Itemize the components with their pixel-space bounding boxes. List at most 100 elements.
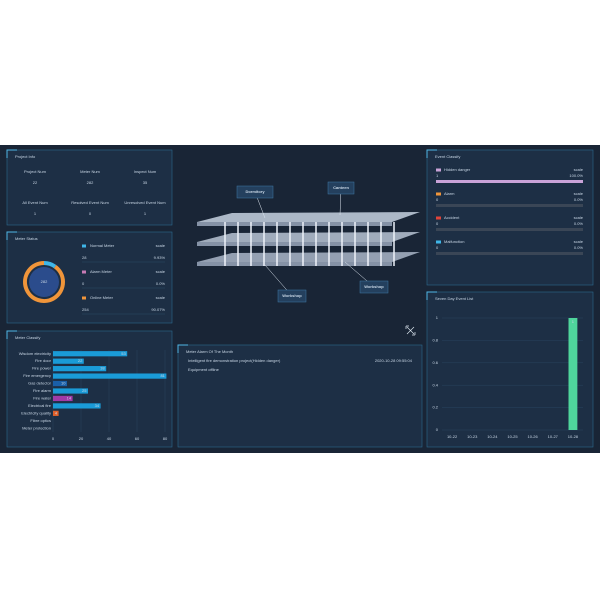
callout-label: Dormitory xyxy=(245,189,265,194)
panel-corner xyxy=(6,149,17,158)
y-tick-label: Fire door xyxy=(35,358,52,363)
x-tick-label: 10-22 xyxy=(447,434,458,439)
callout-label: Canteen xyxy=(333,185,349,190)
floor-slab xyxy=(197,232,420,242)
event-count: 1 xyxy=(436,173,439,178)
event-icon xyxy=(436,240,441,244)
x-tick-label: 10-24 xyxy=(487,434,498,439)
info-label: All Event Num xyxy=(22,200,48,205)
y-tick-label: 0.8 xyxy=(432,337,438,342)
x-tick-label: 10-26 xyxy=(528,434,539,439)
event-scale: scale xyxy=(574,215,584,220)
alarm-project: Intelligent fire demonstration project(H… xyxy=(188,358,281,363)
legend-percent: 0.0% xyxy=(156,281,166,286)
panel-corner xyxy=(6,231,17,240)
event-name: Malfunction xyxy=(444,239,464,244)
event-percent: 100.0% xyxy=(569,173,583,178)
bar xyxy=(53,380,67,387)
floor-edge xyxy=(197,222,392,226)
floor-edge xyxy=(197,242,392,246)
panel-title: Seven Day Event List xyxy=(435,296,474,301)
event-track xyxy=(436,204,583,207)
callout-label: Workshop xyxy=(364,284,384,289)
data-label: 34 xyxy=(95,403,100,408)
x-tick-label: 10-25 xyxy=(507,434,518,439)
x-tick-label: 20 xyxy=(79,436,84,441)
legend-percent: 9.93% xyxy=(154,255,166,260)
donut-arc xyxy=(23,261,65,303)
data-label: 25 xyxy=(82,388,87,393)
bar xyxy=(568,318,578,430)
event-name: Hidden danger xyxy=(444,167,471,172)
x-tick-label: 10-23 xyxy=(467,434,478,439)
bar xyxy=(53,366,107,372)
callout-box xyxy=(277,289,307,303)
info-value: 22 xyxy=(33,180,38,185)
event-icon xyxy=(436,192,441,196)
info-label: Project Num xyxy=(24,169,47,174)
y-tick-label: Fire emergency xyxy=(23,373,51,378)
panel-title: Meter Classify xyxy=(15,335,40,340)
event-bar xyxy=(436,180,583,183)
panel-corner xyxy=(426,291,437,300)
legend-name: Alarm Meter xyxy=(90,269,112,274)
panel xyxy=(6,149,173,226)
panel xyxy=(6,330,173,448)
data-label: 22 xyxy=(78,358,83,363)
event-scale: scale xyxy=(574,167,584,172)
legend-count: 28 xyxy=(82,255,87,260)
legend-name: Online Meter xyxy=(90,295,114,300)
y-tick-label: Fibre optics xyxy=(30,418,51,423)
y-tick-label: Electricity quality xyxy=(21,410,51,415)
event-percent: 0.0% xyxy=(574,221,584,226)
legend-name: Normal Meter xyxy=(90,243,115,248)
event-track xyxy=(436,252,583,255)
info-label: Unresolved Event Num xyxy=(124,200,166,205)
y-tick-label: 0.6 xyxy=(432,360,438,365)
panel xyxy=(177,344,423,448)
info-value: 35 xyxy=(143,180,148,185)
legend-count: 254 xyxy=(82,307,89,312)
bar xyxy=(53,410,59,416)
info-label: Meter Num xyxy=(80,169,100,174)
callout-box xyxy=(236,185,274,199)
bar xyxy=(53,395,73,402)
event-count: 0 xyxy=(436,245,439,250)
x-tick-label: 60 xyxy=(135,436,140,441)
panel-title: Meter Alarm Of The Month xyxy=(186,349,233,354)
event-count: 0 xyxy=(436,197,439,202)
event-percent: 0.0% xyxy=(574,197,584,202)
panel xyxy=(426,149,594,286)
floor-slab xyxy=(197,212,420,222)
event-track xyxy=(436,228,583,231)
legend-icon xyxy=(82,244,86,248)
event-name: Accident xyxy=(444,215,460,220)
bar xyxy=(53,403,101,409)
data-label: 14 xyxy=(67,396,72,401)
x-tick-label: 0 xyxy=(52,436,55,441)
data-label: 38 xyxy=(100,366,105,371)
alarm-time: 2020-10-28 09:55:04 xyxy=(375,358,413,363)
event-percent: 0.0% xyxy=(574,245,584,250)
fullscreen-icon xyxy=(405,325,416,336)
panel-title: Event Classify xyxy=(435,154,460,159)
y-tick-label: 0.2 xyxy=(432,405,438,410)
y-tick-label: Fire power xyxy=(32,366,52,371)
floor-slab xyxy=(197,252,420,262)
legend-scale: scale xyxy=(156,269,166,274)
legend-icon xyxy=(82,270,86,274)
x-tick-label: 80 xyxy=(163,436,168,441)
y-tick-label: 0.4 xyxy=(432,382,438,387)
legend-scale: scale xyxy=(156,295,166,300)
event-name: Alarm xyxy=(444,191,455,196)
y-tick-label: 1 xyxy=(436,315,439,320)
legend-percent: 90.07% xyxy=(151,307,165,312)
panel-corner xyxy=(426,149,437,158)
floor-edge xyxy=(197,262,392,266)
info-value: 1 xyxy=(34,211,37,216)
y-tick-label: Wisdom electricity xyxy=(19,351,51,356)
data-label: 1 xyxy=(572,319,575,324)
panel-title: Meter Status xyxy=(15,236,38,241)
info-value: 0 xyxy=(89,211,92,216)
